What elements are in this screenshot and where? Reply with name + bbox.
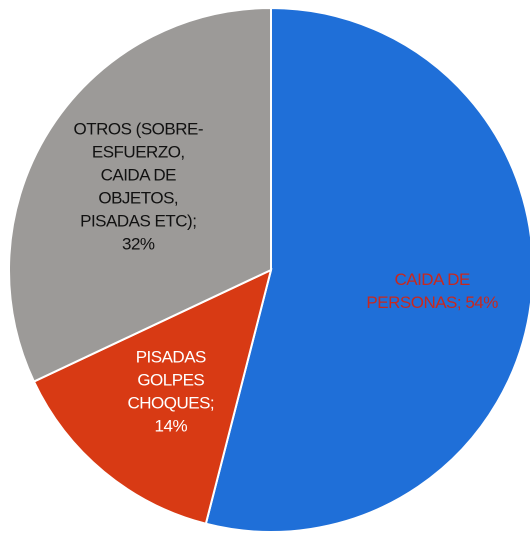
data-label: CAIDA DE PERSONAS; 54%: [366, 270, 498, 312]
data-label-line: PERSONAS; 54%: [366, 293, 498, 312]
data-label-line: ESFUERZO,: [92, 142, 185, 161]
pie-slice: [32, 268, 273, 525]
pie-slice: [204, 6, 530, 533]
data-label-line: OBJETOS,: [98, 188, 178, 207]
data-label-line: CAIDA DE: [394, 270, 470, 289]
data-label-line: CAIDA DE: [101, 165, 177, 184]
data-label-line: 14%: [155, 417, 188, 436]
data-label-line: CHOQUES;: [127, 394, 214, 413]
data-label-line: OTROS (SOBRE-: [74, 119, 204, 138]
data-label-line: GOLPES: [137, 371, 204, 390]
data-label-line: PISADAS: [136, 348, 206, 367]
data-label: OTROS (SOBRE- ESFUERZO, CAIDA DE OBJETOS, PI…: [74, 119, 204, 253]
pie-slice: [8, 6, 272, 383]
data-label-line: PISADAS ETC);: [80, 211, 196, 230]
data-label: PISADAS GOLPES CHOQUES; 14%: [127, 348, 214, 436]
data-label-line: 32%: [122, 234, 155, 253]
